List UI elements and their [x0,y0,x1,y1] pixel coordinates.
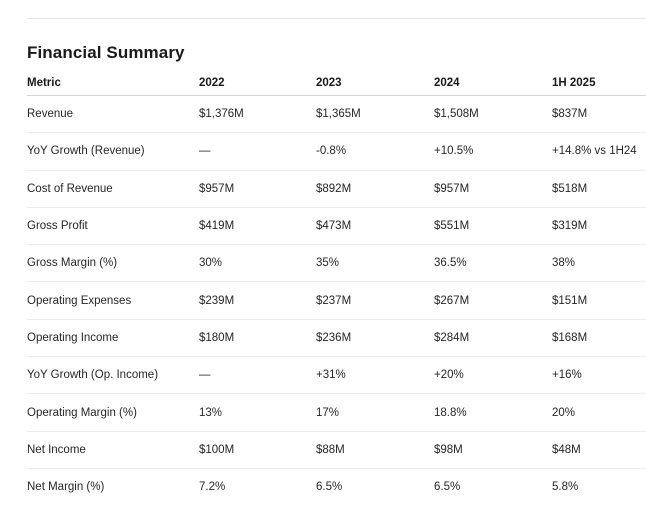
cell-value: +10.5% [434,132,552,171]
cell-value: -0.8% [316,132,434,171]
table-row: Operating Margin (%) 13% 17% 18.8% 20% [27,393,646,432]
cell-value: $236M [316,319,434,358]
cell-value: $88M [316,431,434,469]
cell-value: +20% [434,356,552,395]
cell-value: $419M [199,207,316,246]
cell-value: — [199,356,316,395]
section-title: Financial Summary [27,43,185,62]
cell-value: $837M [552,95,646,134]
cell-metric: YoY Growth (Op. Income) [27,356,199,395]
cell-value: +16% [552,356,646,395]
cell-value: $1,508M [434,95,552,134]
cell-value: $180M [199,319,316,358]
cell-value: $551M [434,207,552,246]
column-header-2024: 2024 [434,70,552,96]
cell-metric: Operating Margin (%) [27,393,199,432]
cell-value: $48M [552,431,646,469]
cell-metric: Cost of Revenue [27,170,199,208]
cell-metric: Operating Income [27,319,199,358]
cell-value: $100M [199,431,316,469]
table-row: Revenue $1,376M $1,365M $1,508M $837M [27,95,646,134]
cell-value: $957M [434,170,552,208]
cell-value: +14.8% vs 1H24 [552,132,646,171]
cell-value: $319M [552,207,646,246]
cell-value: 7.2% [199,481,226,494]
cell-metric: Gross Margin (%) [27,244,199,283]
cell-value: 18.8% [434,393,552,432]
cell-value: $957M [199,170,316,208]
cell-value: $1,365M [316,95,434,134]
cell-value: $267M [434,281,552,320]
cell-value: $237M [316,281,434,320]
cell-value: 30% [199,244,316,283]
cell-value: $98M [434,431,552,469]
cell-value: $518M [552,170,646,208]
column-header-metric: Metric [27,70,199,96]
table-row: Operating Expenses $239M $237M $267M $15… [27,281,646,320]
cell-metric: Net Income [27,431,199,469]
table-row: YoY Growth (Revenue) — -0.8% +10.5% +14.… [27,132,646,171]
cell-value: $892M [316,170,434,208]
cell-value: $168M [552,319,646,358]
cell-metric: Net Margin (%) [27,481,105,494]
table-row: YoY Growth (Op. Income) — +31% +20% +16% [27,356,646,395]
column-header-1h-2025: 1H 2025 [552,70,646,96]
header-row: Metric 2022 2023 2024 1H 2025 [27,70,646,96]
cell-value: — [199,132,316,171]
cell-value: 20% [552,393,646,432]
column-header-2022: 2022 [199,70,316,96]
cell-value: +31% [316,356,434,395]
cell-metric: YoY Growth (Revenue) [27,132,199,171]
column-header-1h-2025-label: 1H 2025 [552,76,596,89]
column-header-2023: 2023 [316,70,434,96]
table-row: Net Margin (%) 7.2% 6.5% 6.5% 5.8% [27,468,646,505]
top-divider [27,18,646,19]
cell-value: 6.5% [434,481,461,494]
financial-summary-table-container[interactable]: Metric 2022 2023 2024 1H 2025 Revenue $1… [27,70,646,505]
cell-metric: Gross Profit [27,207,199,246]
cell-value: 38% [552,244,646,283]
financial-summary-table: Metric 2022 2023 2024 1H 2025 Revenue $1… [27,70,646,505]
table-row: Gross Profit $419M $473M $551M $319M [27,207,646,246]
cell-value: 17% [316,393,434,432]
cell-value: 13% [199,393,316,432]
cell-value: $284M [434,319,552,358]
cell-value: $151M [552,281,646,320]
cell-value: $473M [316,207,434,246]
table-row: Operating Income $180M $236M $284M $168M [27,319,646,358]
cell-value: 36.5% [434,244,552,283]
cell-value: 5.8% [552,481,579,494]
table-row: Net Income $100M $88M $98M $48M [27,431,646,469]
cell-metric: Revenue [27,95,199,134]
cell-value: $239M [199,281,316,320]
cell-value: $1,376M [199,95,316,134]
cell-metric: Operating Expenses [27,281,199,320]
cell-value: 35% [316,244,434,283]
table-row: Cost of Revenue $957M $892M $957M $518M [27,170,646,208]
cell-value: 6.5% [316,481,343,494]
table-row: Gross Margin (%) 30% 35% 36.5% 38% [27,244,646,283]
